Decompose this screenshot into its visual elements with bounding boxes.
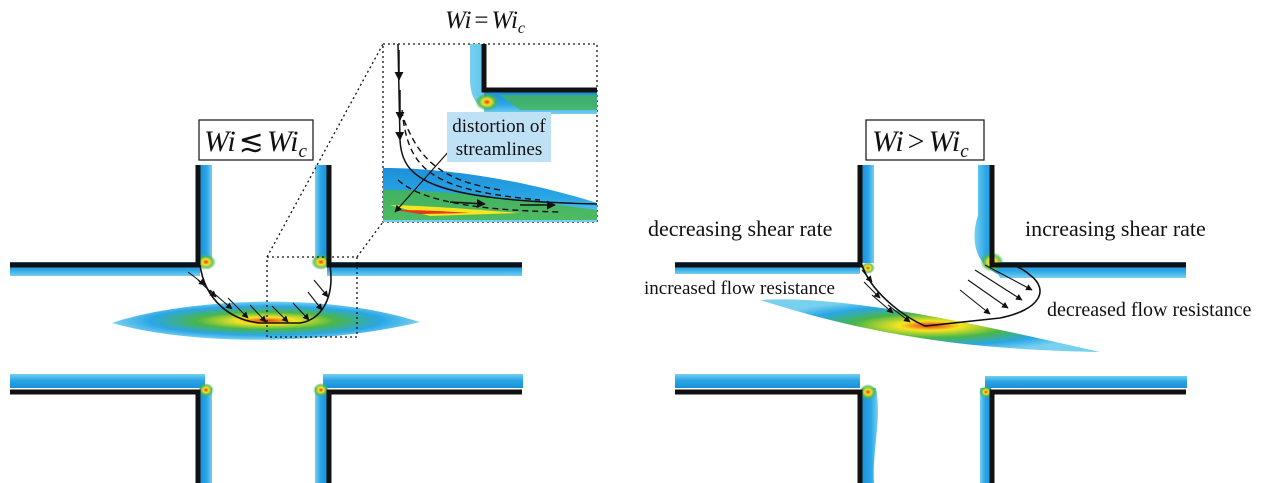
left-wall-top-left <box>10 165 201 268</box>
inset-flow-accent <box>500 95 597 110</box>
right-regime-label: Wi > Wic <box>872 125 969 162</box>
zoom-leader-line <box>266 43 384 258</box>
inset-stress-peak <box>395 210 470 214</box>
right-wall-top-right <box>989 165 1186 268</box>
right-top-left-wall-flow <box>862 165 874 263</box>
left-wall-top-right <box>326 165 522 268</box>
right-lower-left-channel-flow <box>675 374 860 388</box>
annotation-increasing-shear: increasing shear rate <box>1025 216 1206 241</box>
right-velocity-arrows <box>861 264 1033 323</box>
left-regime-label: Wi ≲ Wic <box>204 125 307 162</box>
inset-wall <box>481 44 597 93</box>
zoom-inset: distortion of streamlines Wi = Wic <box>382 7 598 223</box>
right-lower-right-channel-flow <box>985 376 1187 388</box>
right-corner-hotspot <box>859 384 877 400</box>
left-wall-bottom-right <box>326 389 522 483</box>
right-wall-bottom-right <box>989 389 1186 483</box>
left-top-left-wall-flow <box>200 165 212 263</box>
left-center-stress-band <box>112 301 420 340</box>
annotation-increased-resistance: increased flow resistance <box>644 278 835 299</box>
right-top-right-wall-flow <box>974 165 1000 275</box>
inset-callout-box <box>447 112 551 162</box>
inset-regime-label: Wi = Wic <box>445 7 525 37</box>
inset-corner-hotspot <box>475 93 499 111</box>
right-bottom-right-wall-flow <box>980 388 991 483</box>
left-corner-hotspot <box>311 254 331 270</box>
inset-distorted-streamlines <box>397 109 561 213</box>
inset-callout-text-line2: streamlines <box>456 139 543 160</box>
left-lower-left-channel-flow <box>10 374 205 388</box>
inset-callout-arrow <box>394 149 451 213</box>
left-regime-label-box <box>198 119 314 161</box>
left-wall-bottom-left <box>10 389 201 483</box>
right-wall-bottom-left <box>675 389 863 483</box>
left-lower-right-channel-flow <box>323 374 523 388</box>
right-panel: Wi > Wic decreasing shear rate increasing … <box>644 119 1251 483</box>
annotation-decreasing-shear: decreasing shear rate <box>648 216 832 241</box>
zoom-leader-line <box>356 221 384 258</box>
right-bottom-left-wall-flow <box>862 388 878 483</box>
right-velocity-profile <box>861 262 1041 327</box>
left-top-right-wall-flow <box>315 165 327 263</box>
left-zoom-box <box>266 256 358 338</box>
inset-streamlines <box>394 43 598 210</box>
left-bottom-left-wall-flow <box>200 388 212 483</box>
right-wall-top-left <box>675 165 863 268</box>
right-regime-label-box <box>865 119 985 161</box>
left-velocity-arrows <box>187 271 329 323</box>
annotation-decreased-resistance: decreased flow resistance <box>1047 299 1251 321</box>
left-corner-hotspot <box>313 383 329 397</box>
left-corner-hotspot <box>196 254 216 270</box>
inset-callout-text-line1: distortion of <box>452 116 546 137</box>
left-panel: Wi ≲ Wic <box>10 43 523 483</box>
left-bottom-right-wall-flow <box>315 388 327 483</box>
left-corner-hotspot <box>198 383 214 397</box>
